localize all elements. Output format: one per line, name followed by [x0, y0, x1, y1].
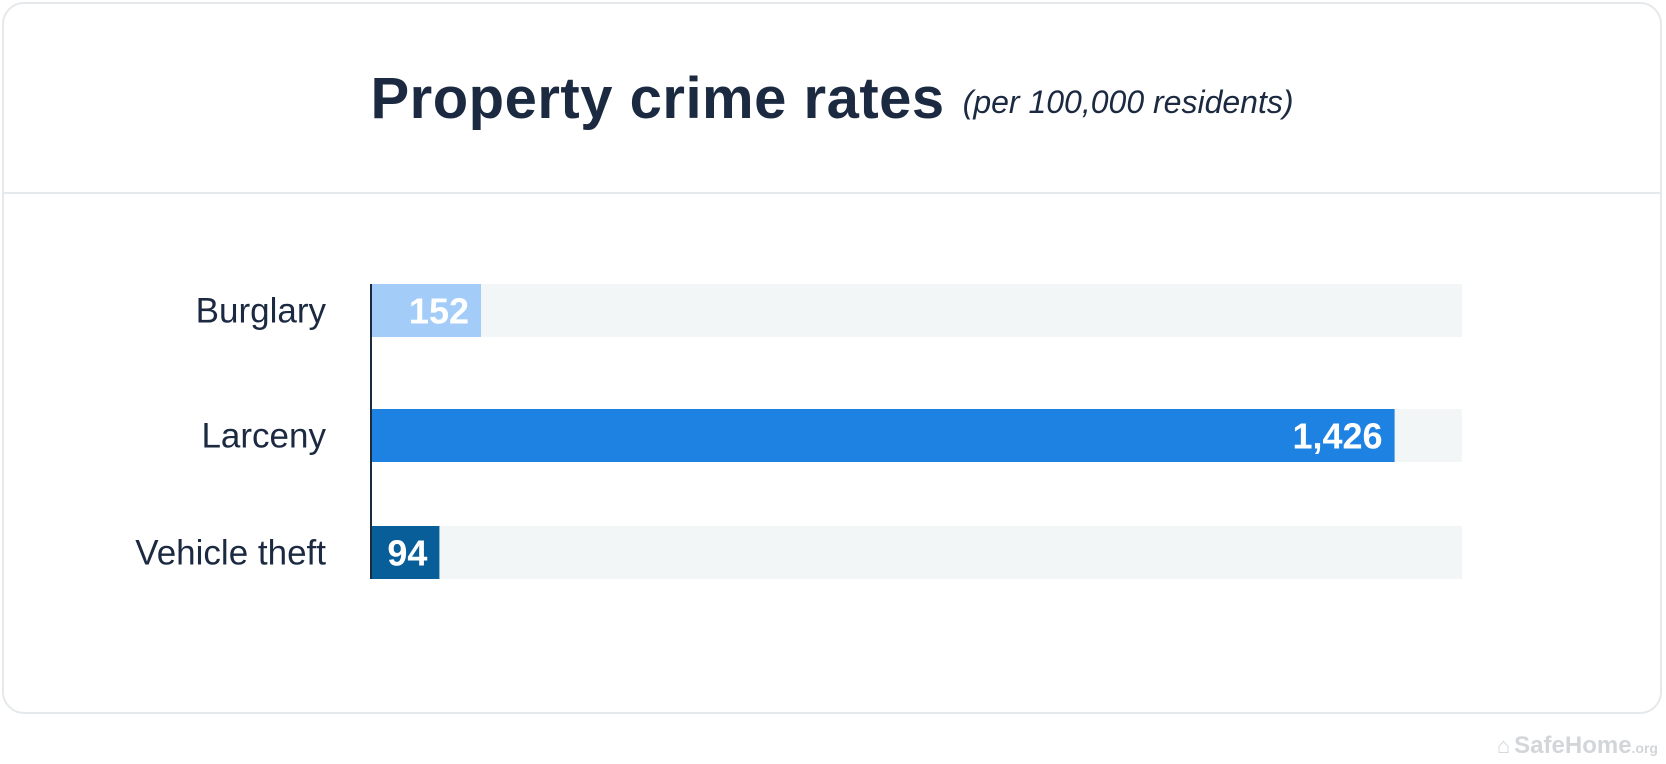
category-label: Vehicle theft: [135, 534, 326, 573]
bar: [372, 526, 440, 579]
chart-card: Property crime rates (per 100,000 reside…: [2, 2, 1662, 714]
data-label: 1,426: [1292, 416, 1382, 457]
category-label: Burglary: [196, 292, 327, 331]
chart-header: Property crime rates (per 100,000 reside…: [4, 4, 1660, 194]
category-label: Larceny: [201, 417, 326, 456]
watermark-suffix: .org: [1631, 740, 1658, 756]
chart-title: Property crime rates: [370, 65, 945, 131]
chart-subtitle: (per 100,000 residents): [962, 83, 1294, 120]
bar-track: [372, 526, 1462, 579]
watermark-text: SafeHome: [1514, 732, 1632, 759]
bar: [372, 284, 481, 337]
watermark: ⌂ SafeHome .org: [1497, 732, 1658, 760]
bar-track: [372, 284, 1462, 337]
data-label: 94: [387, 533, 427, 574]
data-label: 152: [409, 291, 469, 332]
bar: [372, 409, 1395, 462]
house-icon: ⌂: [1496, 733, 1511, 758]
